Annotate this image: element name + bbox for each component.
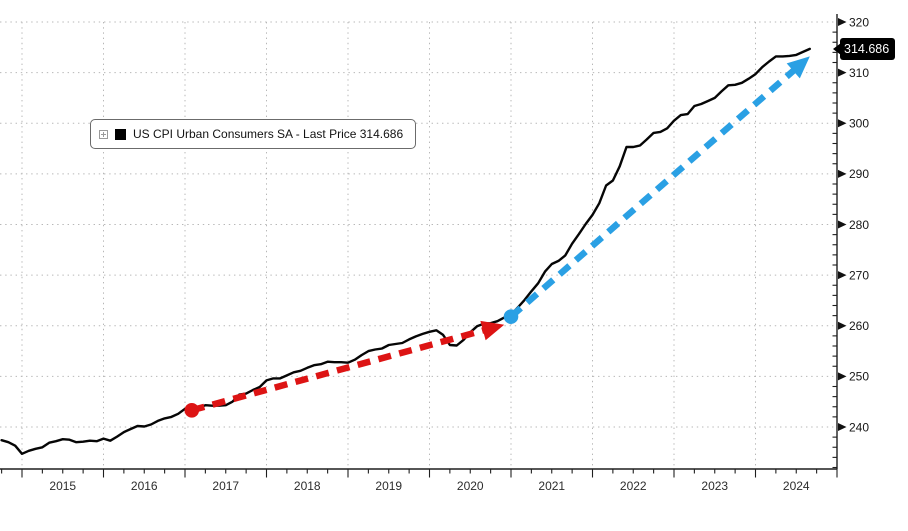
- y-tick-label: 310: [849, 66, 869, 80]
- x-tick-label: 2019: [375, 479, 402, 493]
- y-major-tick: [838, 119, 847, 128]
- y-tick-label: 320: [849, 15, 869, 29]
- legend-series-swatch-icon: [115, 128, 126, 140]
- y-tick-label: 300: [849, 117, 869, 131]
- last-price-value: 314.686: [844, 42, 890, 56]
- y-tick-label: 250: [849, 370, 869, 384]
- x-tick-label: 2024: [783, 479, 810, 493]
- post-covid-trend-arrow-head: [786, 56, 810, 79]
- post-covid-trend-arrow-shaft: [508, 64, 800, 320]
- y-major-tick: [838, 18, 847, 26]
- pre-covid-trend-arrow-head: [480, 320, 505, 341]
- x-tick-label: 2018: [294, 479, 321, 493]
- y-major-tick: [838, 68, 847, 77]
- y-major-tick: [838, 423, 847, 431]
- y-tick-label: 270: [849, 268, 869, 282]
- legend-expander-icon[interactable]: [99, 129, 108, 139]
- x-tick-label: 2016: [131, 479, 158, 493]
- y-tick-label: 290: [849, 167, 869, 181]
- x-tick-label: 2020: [457, 479, 484, 493]
- y-major-tick: [838, 169, 847, 178]
- x-tick-label: 2015: [49, 479, 76, 493]
- y-tick-label: 240: [849, 420, 869, 434]
- legend-series-label: US CPI Urban Consumers SA - Last Price 3…: [133, 127, 404, 141]
- legend-box[interactable]: US CPI Urban Consumers SA - Last Price 3…: [90, 119, 417, 149]
- cpi-series-line: [0, 47, 811, 455]
- x-tick-label: 2017: [212, 479, 239, 493]
- y-tick-label: 280: [849, 218, 869, 232]
- y-tick-label: 260: [849, 319, 869, 333]
- y-major-tick: [838, 271, 847, 280]
- x-tick-label: 2023: [701, 479, 728, 493]
- y-major-tick: [838, 321, 847, 330]
- x-tick-label: 2022: [620, 479, 647, 493]
- pre-covid-trend-arrow-shaft: [190, 325, 490, 414]
- last-price-tag: 314.686: [840, 38, 896, 60]
- x-tick-label: 2021: [538, 479, 565, 493]
- y-major-tick: [838, 220, 847, 229]
- y-major-tick: [838, 372, 847, 381]
